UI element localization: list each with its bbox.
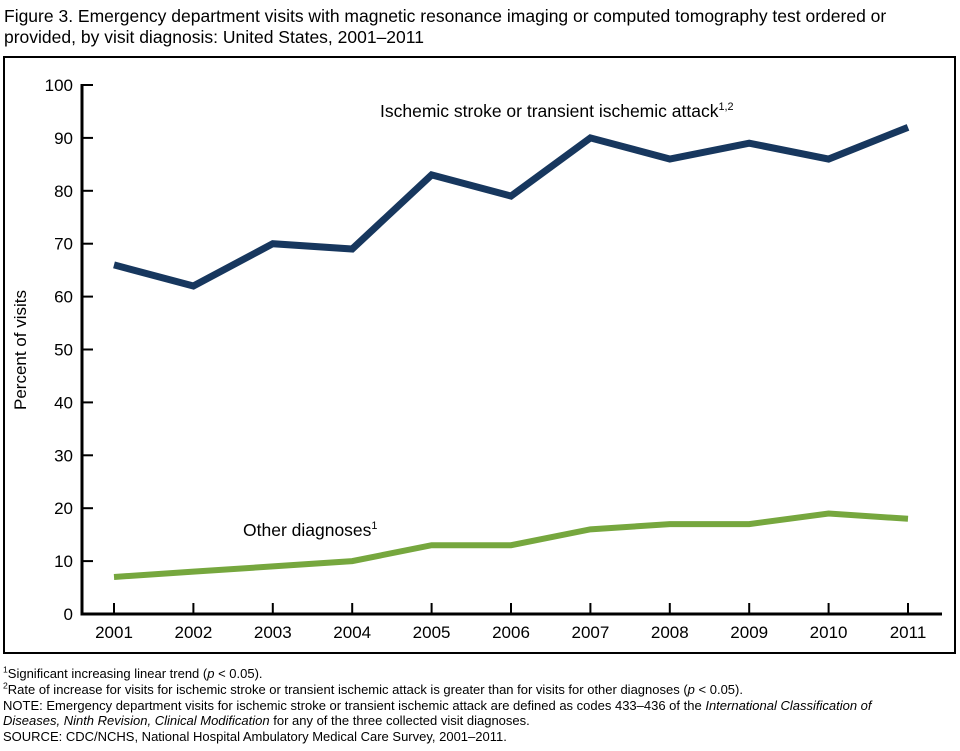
- figure-title-line2: provided, by visit diagnosis: United Sta…: [4, 27, 424, 47]
- svg-text:2007: 2007: [571, 623, 609, 642]
- series-label-other-diagnoses: Other diagnoses1: [243, 520, 377, 541]
- y-axis-title: Percent of visits: [11, 290, 30, 410]
- footnote-note-text-end: for any of the three collected visit dia…: [269, 713, 530, 729]
- footnote-note-italic: International Classification of Diseases…: [3, 697, 872, 729]
- series-line-0: [113, 124, 910, 290]
- svg-text:0: 0: [64, 605, 73, 624]
- series-line-1: [113, 510, 909, 580]
- footnote-note: NOTE: Emergency department visits for is…: [3, 698, 921, 730]
- y-tick-labels: 0 10 20 30 40 50 60 70 80 90 100: [45, 76, 73, 624]
- footnote-2: 2Rate of increase for visits for ischemi…: [3, 680, 921, 698]
- footnote-2-superscript: 2: [3, 680, 8, 691]
- svg-text:2010: 2010: [810, 623, 848, 642]
- footnote-source-text: SOURCE: CDC/NCHS, National Hospital Ambu…: [3, 729, 507, 745]
- svg-text:100: 100: [45, 76, 73, 95]
- svg-text:2003: 2003: [254, 623, 292, 642]
- series-label-other-text: Other diagnoses: [243, 520, 372, 540]
- figure-title-line1: Figure 3. Emergency department visits wi…: [4, 6, 887, 26]
- footnote-2-text-end: < 0.05).: [694, 681, 743, 697]
- svg-text:2001: 2001: [95, 623, 133, 642]
- svg-text:2004: 2004: [333, 623, 371, 642]
- svg-text:2005: 2005: [413, 623, 451, 642]
- svg-text:10: 10: [54, 552, 73, 571]
- svg-text:20: 20: [54, 499, 73, 518]
- svg-text:70: 70: [54, 235, 73, 254]
- svg-text:80: 80: [54, 182, 73, 201]
- footnote-note-text: NOTE: Emergency department visits for is…: [3, 697, 706, 713]
- footnote-2-italic: p: [687, 681, 695, 697]
- svg-text:2009: 2009: [730, 623, 768, 642]
- svg-text:2008: 2008: [651, 623, 689, 642]
- series-label-other-superscript: 1: [371, 520, 378, 533]
- svg-text:30: 30: [54, 446, 73, 465]
- x-ticks: [113, 603, 909, 614]
- y-ticks: [82, 84, 93, 615]
- series-label-ischemic-superscript: 1,2: [718, 101, 734, 114]
- figure-title: Figure 3. Emergency department visits wi…: [4, 6, 954, 48]
- svg-text:2002: 2002: [174, 623, 212, 642]
- svg-text:40: 40: [54, 393, 73, 412]
- footnote-1-italic: p: [207, 666, 215, 681]
- series-label-ischemic-stroke: Ischemic stroke or transient ischemic at…: [380, 101, 734, 122]
- axes: [80, 84, 942, 616]
- series-label-ischemic-text: Ischemic stroke or transient ischemic at…: [380, 101, 719, 121]
- svg-text:2011: 2011: [890, 623, 927, 642]
- footnote-1-text: Significant increasing linear trend (: [7, 666, 208, 681]
- footnote-1-text-end: < 0.05).: [214, 666, 263, 681]
- svg-text:50: 50: [54, 341, 73, 360]
- svg-text:2006: 2006: [492, 623, 530, 642]
- x-tick-labels: 2001 2002 2003 2004 2005 2006 2007 2008 2009 2010…: [95, 623, 926, 642]
- footnote-source: SOURCE: CDC/NCHS, National Hospital Ambu…: [3, 729, 921, 745]
- footnotes-block: 1Significant increasing linear trend (p …: [3, 664, 921, 745]
- svg-text:60: 60: [54, 288, 73, 307]
- footnote-1-superscript: 1: [3, 664, 8, 675]
- svg-text:90: 90: [54, 129, 73, 148]
- footnote-2-text: Rate of increase for visits for ischemic…: [7, 681, 688, 697]
- footnote-1: 1Significant increasing linear trend (p …: [3, 664, 921, 682]
